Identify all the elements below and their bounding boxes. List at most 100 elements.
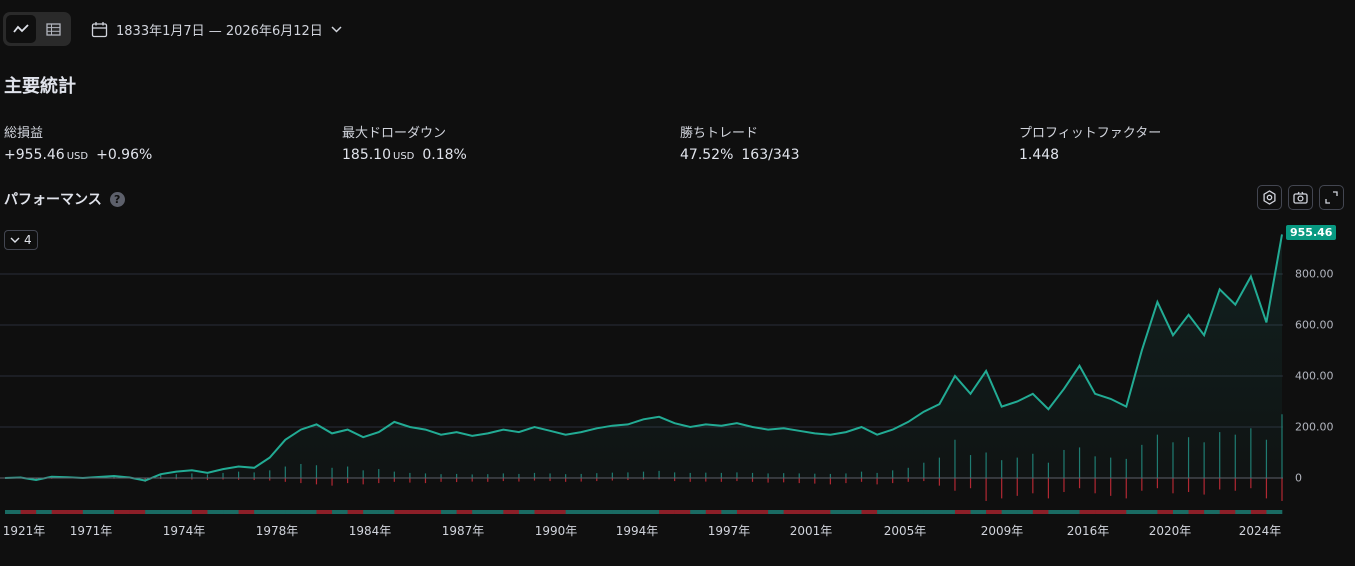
trade-bar xyxy=(1265,478,1268,499)
position-strip-segment xyxy=(674,510,691,514)
position-strip-segment xyxy=(970,510,987,514)
position-strip-segment xyxy=(1172,510,1189,514)
x-tick-label: 1990年 xyxy=(534,524,578,538)
chart-tools xyxy=(1257,185,1344,210)
x-tick-label: 1984年 xyxy=(348,524,392,538)
performance-chart xyxy=(0,234,1283,514)
trade-bar xyxy=(160,478,162,480)
trade-bar xyxy=(533,478,536,481)
trade-bar xyxy=(1187,478,1190,493)
x-tick-label: 1987年 xyxy=(441,524,485,538)
trade-bar xyxy=(1219,478,1221,490)
camera-icon xyxy=(1293,191,1308,204)
trade-bar xyxy=(627,478,629,481)
x-tick-label: 1921年 xyxy=(2,524,46,538)
chevron-down-icon xyxy=(331,25,342,33)
stat-percent: +0.96% xyxy=(96,147,153,163)
trade-bar xyxy=(938,478,940,486)
position-strip-segment xyxy=(954,510,971,514)
table-view-button[interactable] xyxy=(38,15,68,43)
trade-bar xyxy=(378,478,380,484)
position-strip-segment xyxy=(1219,510,1236,514)
position-strip-segment xyxy=(1032,510,1049,514)
position-strip-segment xyxy=(1204,510,1221,514)
position-strip-segment xyxy=(300,510,317,514)
trade-bar xyxy=(253,478,255,481)
trade-bar xyxy=(1125,478,1127,499)
trade-bar xyxy=(456,478,458,483)
trade-bar xyxy=(471,478,473,482)
position-strip-segment xyxy=(1095,510,1111,514)
trade-bar xyxy=(642,478,645,480)
equity-area xyxy=(5,234,1282,481)
position-strip-segment xyxy=(472,510,489,514)
trade-bar xyxy=(175,478,177,480)
line-chart-icon xyxy=(13,24,29,33)
screenshot-button[interactable] xyxy=(1288,185,1313,210)
position-strip-segment xyxy=(363,510,380,514)
position-strip-segment xyxy=(20,510,37,514)
trade-bar xyxy=(1141,478,1143,491)
series-dropdown[interactable]: 4 xyxy=(4,230,38,250)
position-strip-segment xyxy=(223,510,239,514)
trade-bar xyxy=(1016,478,1018,496)
trade-bar xyxy=(393,478,395,482)
stat-count: 163/343 xyxy=(741,147,800,163)
trade-bar xyxy=(892,478,894,484)
trade-bar xyxy=(798,478,800,484)
trade-bar xyxy=(1094,478,1096,494)
stat-value: 47.52% 163/343 xyxy=(680,147,800,163)
position-strip-segment xyxy=(487,510,504,514)
chart-view-button[interactable] xyxy=(6,15,36,43)
stat-percent: 0.18% xyxy=(422,147,467,163)
trade-bar xyxy=(783,478,785,483)
gear-icon xyxy=(1263,190,1276,205)
trade-bar xyxy=(1078,478,1081,489)
trade-bar xyxy=(751,478,754,482)
trade-bar xyxy=(767,478,769,483)
trade-bar xyxy=(674,478,676,482)
position-strip-segment xyxy=(425,510,442,514)
settings-button[interactable] xyxy=(1257,185,1282,210)
trade-bar xyxy=(331,478,333,486)
position-strip-segment xyxy=(1188,510,1205,514)
trade-bar xyxy=(191,478,193,480)
stat-value: 185.10 USD 0.18% xyxy=(342,147,467,163)
position-strip-segment xyxy=(643,510,660,514)
top-toolbar: 1833年1月7日 — 2026年6月12日 xyxy=(3,11,342,47)
trade-bar xyxy=(1063,478,1065,493)
position-strip-segment xyxy=(82,510,99,514)
position-strip-segment xyxy=(923,510,940,514)
position-strip-segment xyxy=(160,510,177,514)
stat-label: 勝ちトレード xyxy=(680,126,759,141)
fullscreen-button[interactable] xyxy=(1319,185,1344,210)
x-tick-label: 1974年 xyxy=(162,524,206,538)
trade-bar xyxy=(907,478,909,482)
position-strip-segment xyxy=(36,510,53,514)
date-range-selector[interactable]: 1833年1月7日 — 2026年6月12日 xyxy=(91,20,342,39)
position-strip-segment xyxy=(799,510,816,514)
position-strip-segment xyxy=(441,510,457,514)
position-strip-segment xyxy=(238,510,255,514)
trade-bar xyxy=(565,478,567,482)
stat-value: 1.448 xyxy=(1019,147,1161,163)
stat-label: プロフィットファクター xyxy=(1019,126,1162,141)
trade-bar xyxy=(969,478,972,489)
trade-bar xyxy=(1234,478,1236,491)
position-strip-segment xyxy=(207,510,224,514)
trade-bar xyxy=(845,478,847,484)
x-tick-label: 1994年 xyxy=(615,524,659,538)
position-strip-segment xyxy=(456,510,473,514)
position-strip-segment xyxy=(394,510,411,514)
trade-bar xyxy=(1156,478,1159,489)
help-icon[interactable]: ? xyxy=(109,191,125,207)
position-strip-segment xyxy=(768,510,784,514)
position-strip-segment xyxy=(659,510,675,514)
trade-bar xyxy=(284,478,286,482)
page-title: 主要統計 xyxy=(4,76,76,97)
trade-bar xyxy=(720,478,722,482)
performance-title: パフォーマンス xyxy=(4,192,102,208)
position-strip-segment xyxy=(596,510,613,514)
stat-number: 185.10 xyxy=(342,147,391,163)
position-strip-segment xyxy=(612,510,629,514)
